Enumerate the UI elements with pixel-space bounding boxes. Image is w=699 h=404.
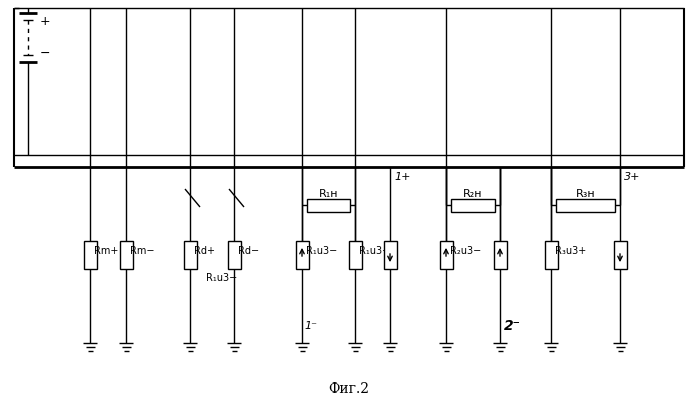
Text: 1+: 1+ — [394, 172, 410, 182]
Text: 3+: 3+ — [624, 172, 640, 182]
Text: Rm+: Rm+ — [94, 246, 118, 256]
Bar — [493, 241, 507, 269]
Text: R₁u3−: R₁u3− — [306, 246, 337, 256]
Text: R₃u3+: R₃u3+ — [555, 246, 586, 256]
Text: R₂u3−: R₂u3− — [450, 246, 481, 256]
Text: 2⁻: 2⁻ — [504, 319, 521, 333]
Text: R₁н: R₁н — [319, 189, 338, 199]
Bar — [349, 241, 361, 269]
Text: −: − — [40, 47, 50, 60]
Text: +: + — [40, 15, 50, 28]
Text: Rm−: Rm− — [130, 246, 154, 256]
Bar — [384, 241, 396, 269]
Bar — [440, 241, 452, 269]
Bar — [614, 241, 626, 269]
Bar — [296, 241, 308, 269]
Text: R₁u3+: R₁u3+ — [359, 246, 390, 256]
Bar — [120, 241, 133, 269]
Text: Rd+: Rd+ — [194, 246, 215, 256]
Bar — [451, 198, 495, 212]
Bar — [227, 241, 240, 269]
Text: R₃н: R₃н — [575, 189, 595, 199]
Text: R₂н: R₂н — [463, 189, 482, 199]
Text: Фиг.2: Фиг.2 — [329, 382, 370, 396]
Bar — [307, 198, 350, 212]
Text: Rd−: Rd− — [238, 246, 259, 256]
Text: R₁u3−: R₁u3− — [206, 273, 237, 283]
Bar — [556, 198, 615, 212]
Bar — [83, 241, 96, 269]
Text: 1⁻: 1⁻ — [304, 321, 317, 331]
Bar — [545, 241, 558, 269]
Bar — [184, 241, 196, 269]
